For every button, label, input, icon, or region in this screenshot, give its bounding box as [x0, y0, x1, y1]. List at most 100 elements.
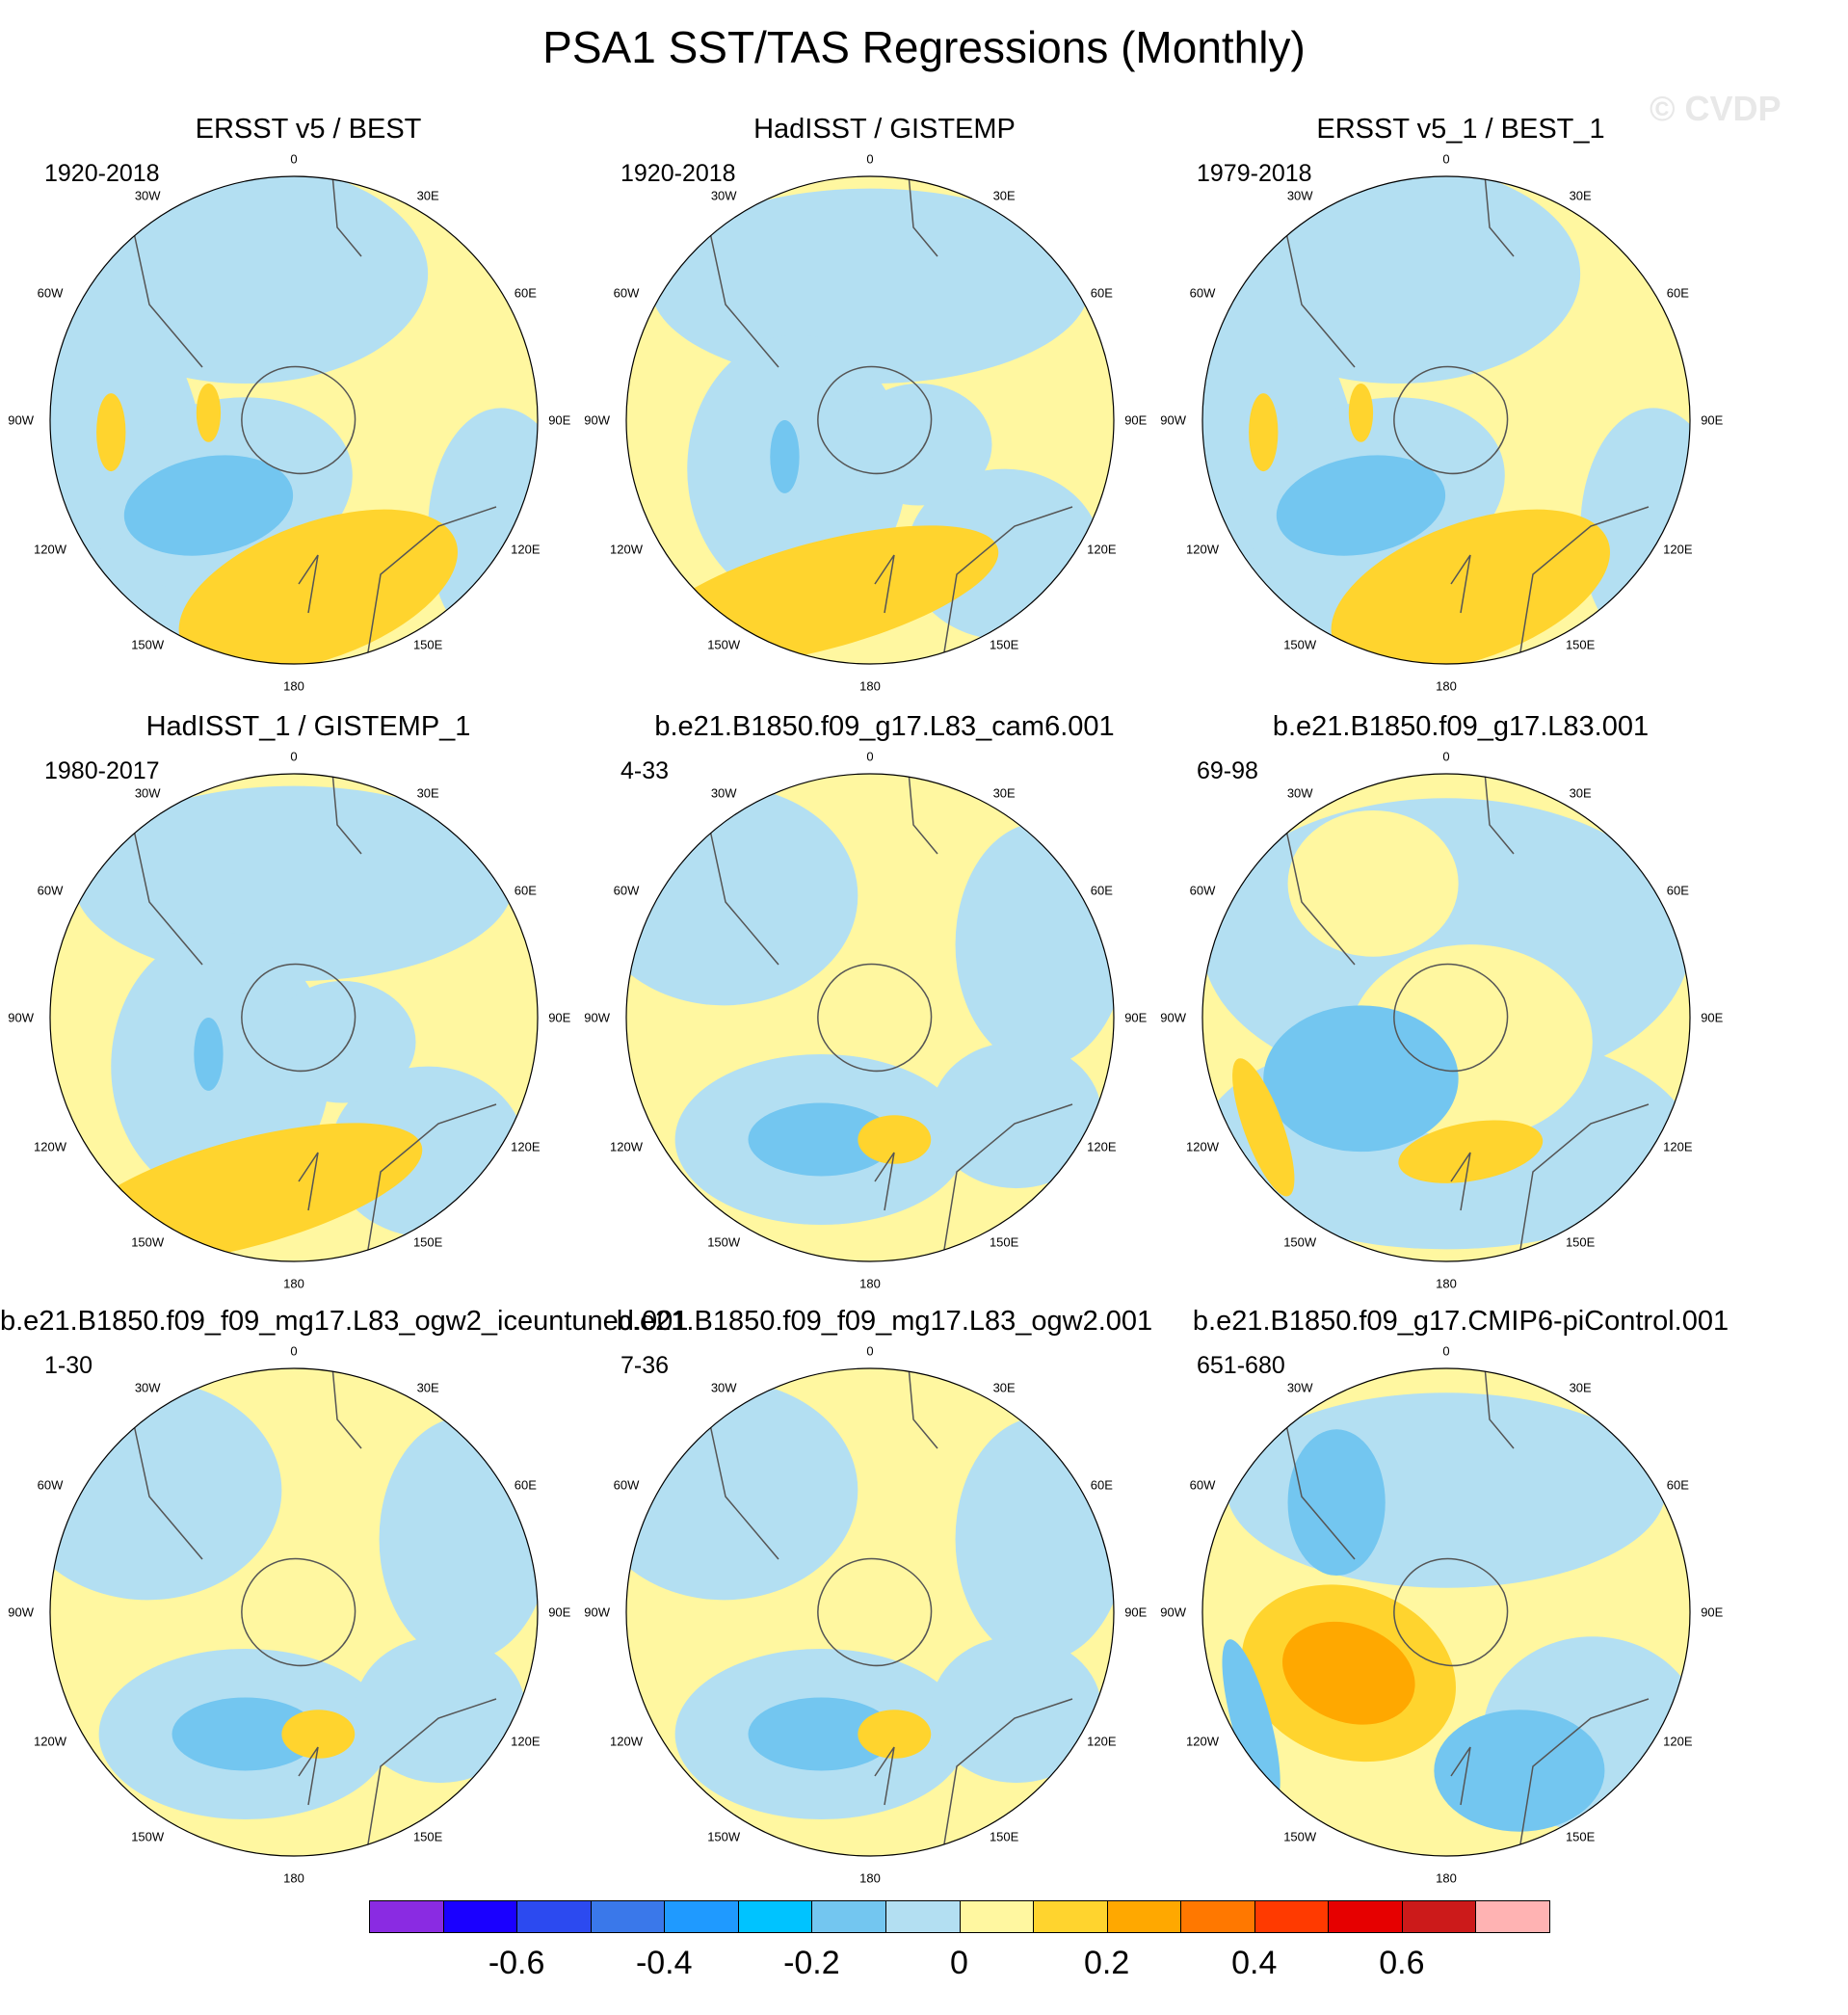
anomaly-region — [770, 420, 800, 493]
longitude-label: 30W — [710, 1380, 737, 1395]
anomaly-region — [748, 1102, 895, 1177]
anomaly-region — [1348, 384, 1374, 442]
longitude-label: 30W — [1286, 1380, 1313, 1395]
anomaly-region — [355, 1636, 526, 1784]
longitude-label: 150W — [707, 1234, 741, 1250]
longitude-label: 120W — [34, 542, 66, 557]
longitude-label: 60W — [1189, 285, 1216, 301]
longitude-label: 30E — [992, 785, 1016, 801]
panel-period: 1980-2017 — [44, 757, 160, 784]
longitude-label: 60W — [1189, 883, 1216, 898]
anomaly-region — [172, 1697, 319, 1771]
anomaly-region — [96, 393, 126, 472]
australia-coastline — [941, 1698, 1073, 1856]
panel-period: 7-36 — [620, 1352, 670, 1379]
anomaly-region — [379, 1417, 538, 1661]
longitude-label: 60W — [1189, 1477, 1216, 1493]
longitude-label: 150W — [707, 1829, 741, 1844]
longitude-label: 90E — [548, 412, 571, 428]
longitude-label: 120E — [1087, 1734, 1117, 1749]
colorbar-label: -0.6 — [488, 1945, 545, 1981]
anomaly-region — [858, 1710, 932, 1759]
colorbar-segment — [590, 1900, 666, 1933]
map-border — [625, 175, 1115, 665]
australia-coastline — [1518, 1698, 1650, 1856]
longitude-label: 150E — [989, 637, 1019, 652]
antarctica-coastline — [1393, 1557, 1509, 1667]
longitude-label: 120E — [1087, 542, 1117, 557]
map-panel: b.e21.B1850.f09_g17.L83_cam6.001 4-33 0 30E… — [576, 711, 1193, 1328]
longitude-label: 120W — [1186, 542, 1219, 557]
panel-title: b.e21.B1850.f09_f09_mg17.L83_ogw2.001 — [616, 1306, 1153, 1337]
longitude-label: 90E — [1124, 412, 1148, 428]
anomaly-region — [178, 509, 458, 664]
longitude-label: 60E — [1090, 883, 1113, 898]
africa-coastline — [908, 774, 938, 855]
longitude-label: 60W — [37, 1477, 64, 1493]
polar-map — [625, 175, 1115, 665]
longitude-label: 30E — [1569, 188, 1592, 203]
panel-title: b.e21.B1850.f09_g17.CMIP6-piControl.001 — [1192, 1306, 1729, 1337]
anomaly-region — [1232, 1058, 1295, 1197]
map-panel: b.e21.B1850.f09_f09_mg17.L83_ogw2.001 7-3… — [576, 1306, 1193, 1922]
map-border — [1201, 175, 1691, 665]
colorbar-label: 0.4 — [1231, 1945, 1278, 1981]
africa-coastline — [331, 774, 362, 855]
longitude-label: 30W — [1286, 785, 1313, 801]
longitude-label: 60E — [1090, 1477, 1113, 1493]
australia-coastline — [1518, 1103, 1650, 1261]
panel-title: b.e21.B1850.f09_g17.L83_cam6.001 — [654, 711, 1115, 742]
longitude-label: 60E — [514, 883, 537, 898]
longitude-label: 60E — [514, 285, 537, 301]
map-border — [49, 175, 539, 665]
panel-period: 1-30 — [44, 1352, 93, 1379]
longitude-label: 60W — [613, 1477, 640, 1493]
colorbar-segment — [737, 1900, 813, 1933]
panel-title: HadISST_1 / GISTEMP_1 — [145, 711, 471, 742]
map-border — [1201, 1367, 1691, 1857]
longitude-label: 90E — [548, 1604, 571, 1620]
colorbar-segment — [1033, 1900, 1108, 1933]
anomaly-region — [1287, 1429, 1386, 1577]
antarctica-coastline — [817, 365, 933, 475]
panel-title: ERSST v5 / BEST — [195, 114, 422, 145]
map-panel: b.e21.B1850.f09_f09_mg17.L83_ogw2_iceunt… — [0, 1306, 688, 1922]
anomaly-region — [858, 1115, 932, 1164]
longitude-label: 90W — [1160, 1010, 1186, 1025]
australia-coastline — [941, 506, 1073, 664]
colorbar-segment — [1475, 1900, 1550, 1933]
longitude-label: 0 — [1442, 749, 1450, 764]
longitude-label: 0 — [1442, 1343, 1450, 1359]
longitude-label: 60E — [1666, 1477, 1689, 1493]
longitude-label: 0 — [866, 151, 874, 167]
longitude-label: 30W — [710, 188, 737, 203]
longitude-label: 120E — [511, 1139, 541, 1154]
colorbar-segment — [1180, 1900, 1255, 1933]
longitude-label: 90W — [584, 1604, 610, 1620]
longitude-label: 150E — [1565, 1829, 1596, 1844]
anomaly-region — [1434, 1710, 1605, 1832]
anomaly-region — [428, 408, 538, 652]
antarctica-coastline — [1393, 365, 1509, 475]
polar-map — [625, 773, 1115, 1262]
colorbar-segment — [664, 1900, 739, 1933]
new-zealand-coastline — [298, 1152, 319, 1211]
longitude-label: 30W — [1286, 188, 1313, 203]
africa-coastline — [331, 176, 362, 257]
longitude-label: 30E — [1569, 1380, 1592, 1395]
longitude-label: 0 — [866, 1343, 874, 1359]
longitude-label: 90W — [1160, 412, 1186, 428]
colorbar-segment — [1254, 1900, 1330, 1933]
longitude-label: 120W — [1186, 1734, 1219, 1749]
anomaly-region — [269, 981, 416, 1103]
new-zealand-coastline — [874, 554, 895, 614]
map-panel: HadISST_1 / GISTEMP_1 1980-2017 0 30E 60E 90E… — [0, 711, 617, 1328]
australia-coastline — [365, 506, 497, 664]
antarctica-coastline — [241, 963, 356, 1073]
colorbar-segment — [1106, 1900, 1182, 1933]
panel-title: ERSST v5_1 / BEST_1 — [1316, 114, 1605, 145]
longitude-label: 60W — [37, 883, 64, 898]
map-panel: ERSST v5 / BEST 1920-2018 0 30E 60E 90E 120E 15… — [0, 114, 617, 730]
longitude-label: 150E — [412, 637, 443, 652]
longitude-label: 180 — [859, 1870, 881, 1886]
